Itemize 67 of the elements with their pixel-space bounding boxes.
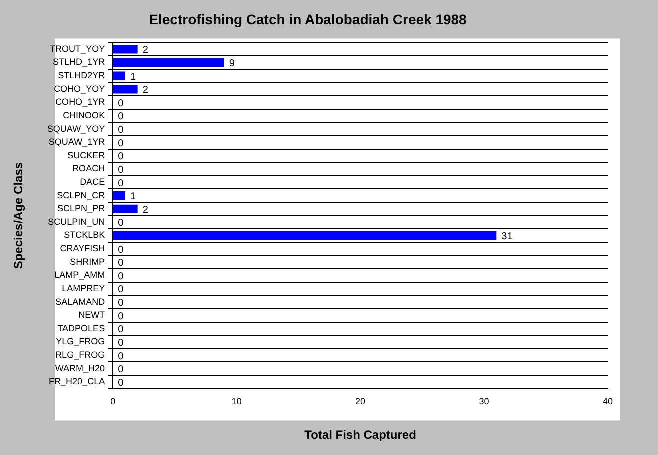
data-label: 2 [142,45,149,56]
y-tick-label: SQUAW_YOY [47,124,106,134]
data-label: 2 [142,85,149,96]
y-tick-label: CHINOOK [63,110,106,120]
data-label: 0 [118,218,124,230]
data-label: 0 [118,351,124,362]
y-tick-label: SCULPIN_UN [48,216,106,227]
data-label: 0 [118,258,124,270]
y-tick-label: SCLPN_PR [58,204,106,214]
x-tick-label: 0 [110,396,116,407]
y-tick-label: LAMP_AMM [54,270,106,280]
data-label: 0 [118,152,124,163]
y-tick-label: COHO_1YR [56,97,106,108]
data-label: 9 [229,58,236,70]
data-label: 0 [118,98,124,110]
y-tick-label: STLHD2YR [58,70,106,81]
bar [113,58,224,68]
chart-title: Electrofishing Catch in Abalobadiah Creek 1988 [149,11,468,28]
y-tick-label: DACE [80,177,106,188]
y-tick-label: SALAMAND [56,296,106,307]
y-tick-label: SQUAW_1YR [48,137,106,148]
y-tick-label: FR_H20_CLA [49,376,106,387]
bar [113,85,138,94]
bar [113,204,138,214]
y-tick-label: SHRIMP [70,256,106,267]
x-tick-label: 10 [232,396,242,407]
y-axis-title: Species/Age Class [12,162,26,270]
data-label: 0 [118,271,124,282]
bar [113,72,126,80]
y-tick-label: CRAYFISH [60,244,106,254]
data-label: 0 [118,311,124,322]
data-label: 1 [130,192,136,203]
data-label: 0 [118,178,124,190]
data-label: 31 [502,232,514,243]
y-tick-label: TADPOLES [58,323,106,334]
bar [113,231,497,240]
y-tick-label: STLHD_1YR [53,57,106,68]
y-tick-label: SCLPN_CR [57,190,106,200]
data-label: 1 [130,72,136,83]
x-tick-label: 30 [479,396,490,407]
y-tick-label: YLG_FROG [56,336,106,347]
data-label: 0 [118,284,124,296]
data-label: 0 [118,378,124,389]
data-label: 0 [118,244,124,256]
data-label: 0 [118,364,124,376]
data-label: 0 [118,112,124,123]
data-label: 0 [118,164,124,176]
bar [113,192,126,200]
data-label: 2 [142,204,149,216]
y-tick-label: STCKLBK [64,230,106,240]
data-label: 0 [118,324,124,336]
y-tick-label: SUCKER [68,150,106,160]
y-tick-label: COHO_YOY [54,84,106,94]
y-tick-label: WARM_H20 [55,363,106,374]
bar [113,45,138,54]
data-label: 0 [118,338,124,349]
x-axis-title: Total Fish Captured [304,428,416,442]
data-label: 0 [118,125,124,136]
y-tick-label: TROUT_YOY [50,44,106,54]
data-label: 0 [118,138,124,150]
data-label: 0 [118,298,124,310]
y-tick-label: LAMPREY [62,283,106,294]
x-tick-label: 40 [602,396,614,407]
y-tick-label: NEWT [78,310,106,320]
y-tick-label: ROACH [72,164,106,174]
x-tick-label: 20 [356,396,366,407]
y-tick-label: RLG_FROG [56,350,106,360]
